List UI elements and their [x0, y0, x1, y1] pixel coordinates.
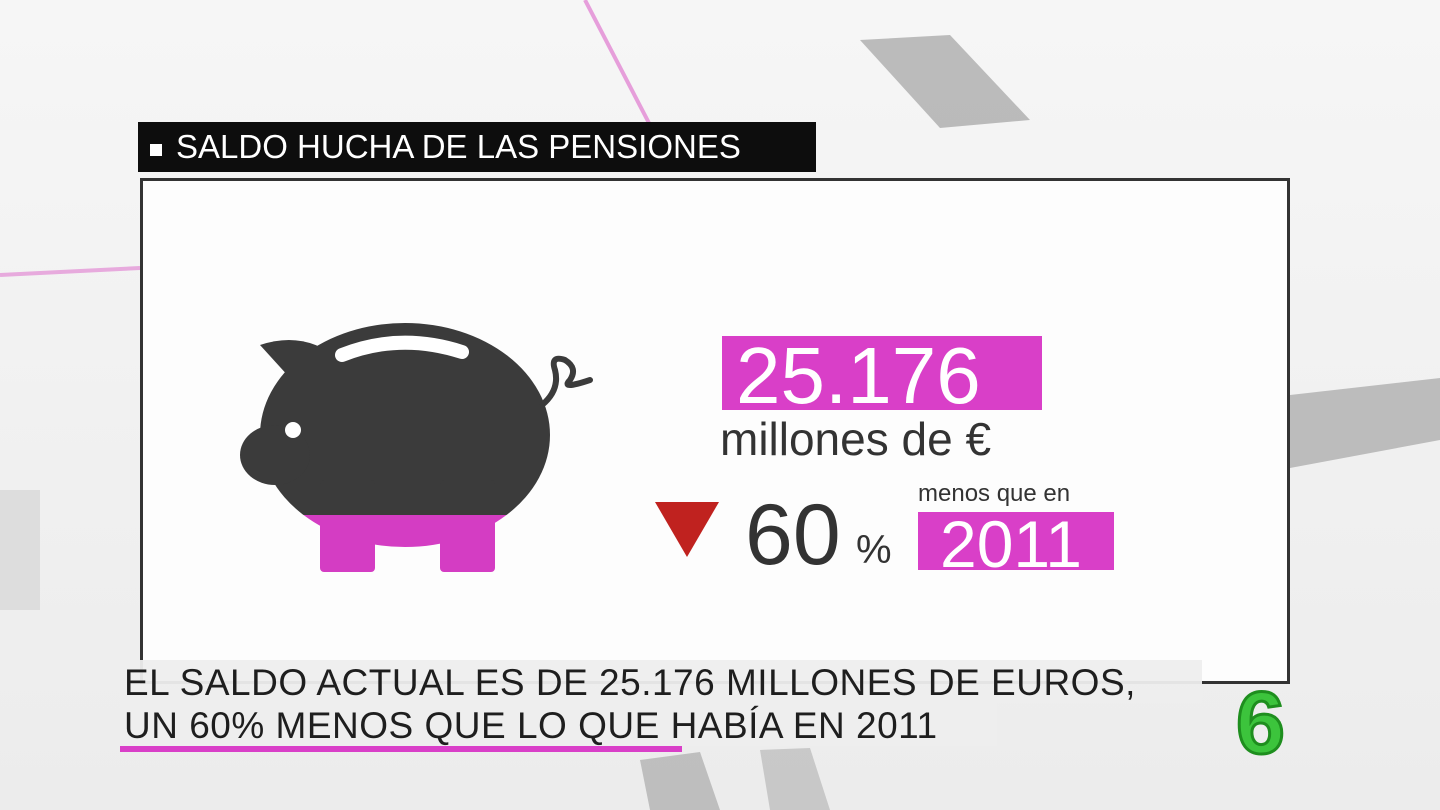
amount-unit: millones de € — [720, 413, 992, 465]
year: 2011 — [940, 507, 1082, 581]
caption-underline — [120, 746, 682, 752]
caption-line: EL SALDO ACTUAL ES DE 25.176 MILLONES DE… — [124, 662, 1136, 703]
channel-logo: 6 — [1235, 672, 1287, 774]
amount-box: 25.176 — [722, 331, 1042, 420]
title-bullet — [150, 144, 162, 156]
title: SALDO HUCHA DE LAS PENSIONES — [176, 128, 741, 165]
down-arrow — [655, 502, 719, 557]
caption-line: UN 60% MENOS QUE LO QUE HABÍA EN 2011 — [124, 705, 938, 746]
amount: 25.176 — [736, 331, 981, 420]
caption-line-bg: UN 60% MENOS QUE LO QUE HABÍA EN 2011 — [120, 703, 997, 746]
comparison-label: menos que en — [918, 480, 1071, 507]
caption-line-bg: EL SALDO ACTUAL ES DE 25.176 MILLONES DE… — [120, 660, 1202, 703]
title-bar: SALDO HUCHA DE LAS PENSIONES — [138, 122, 816, 172]
piggy-icon — [240, 323, 593, 572]
year-box: 2011 — [918, 507, 1114, 581]
change-unit: % — [856, 528, 892, 572]
change-value: 60 — [745, 487, 841, 583]
